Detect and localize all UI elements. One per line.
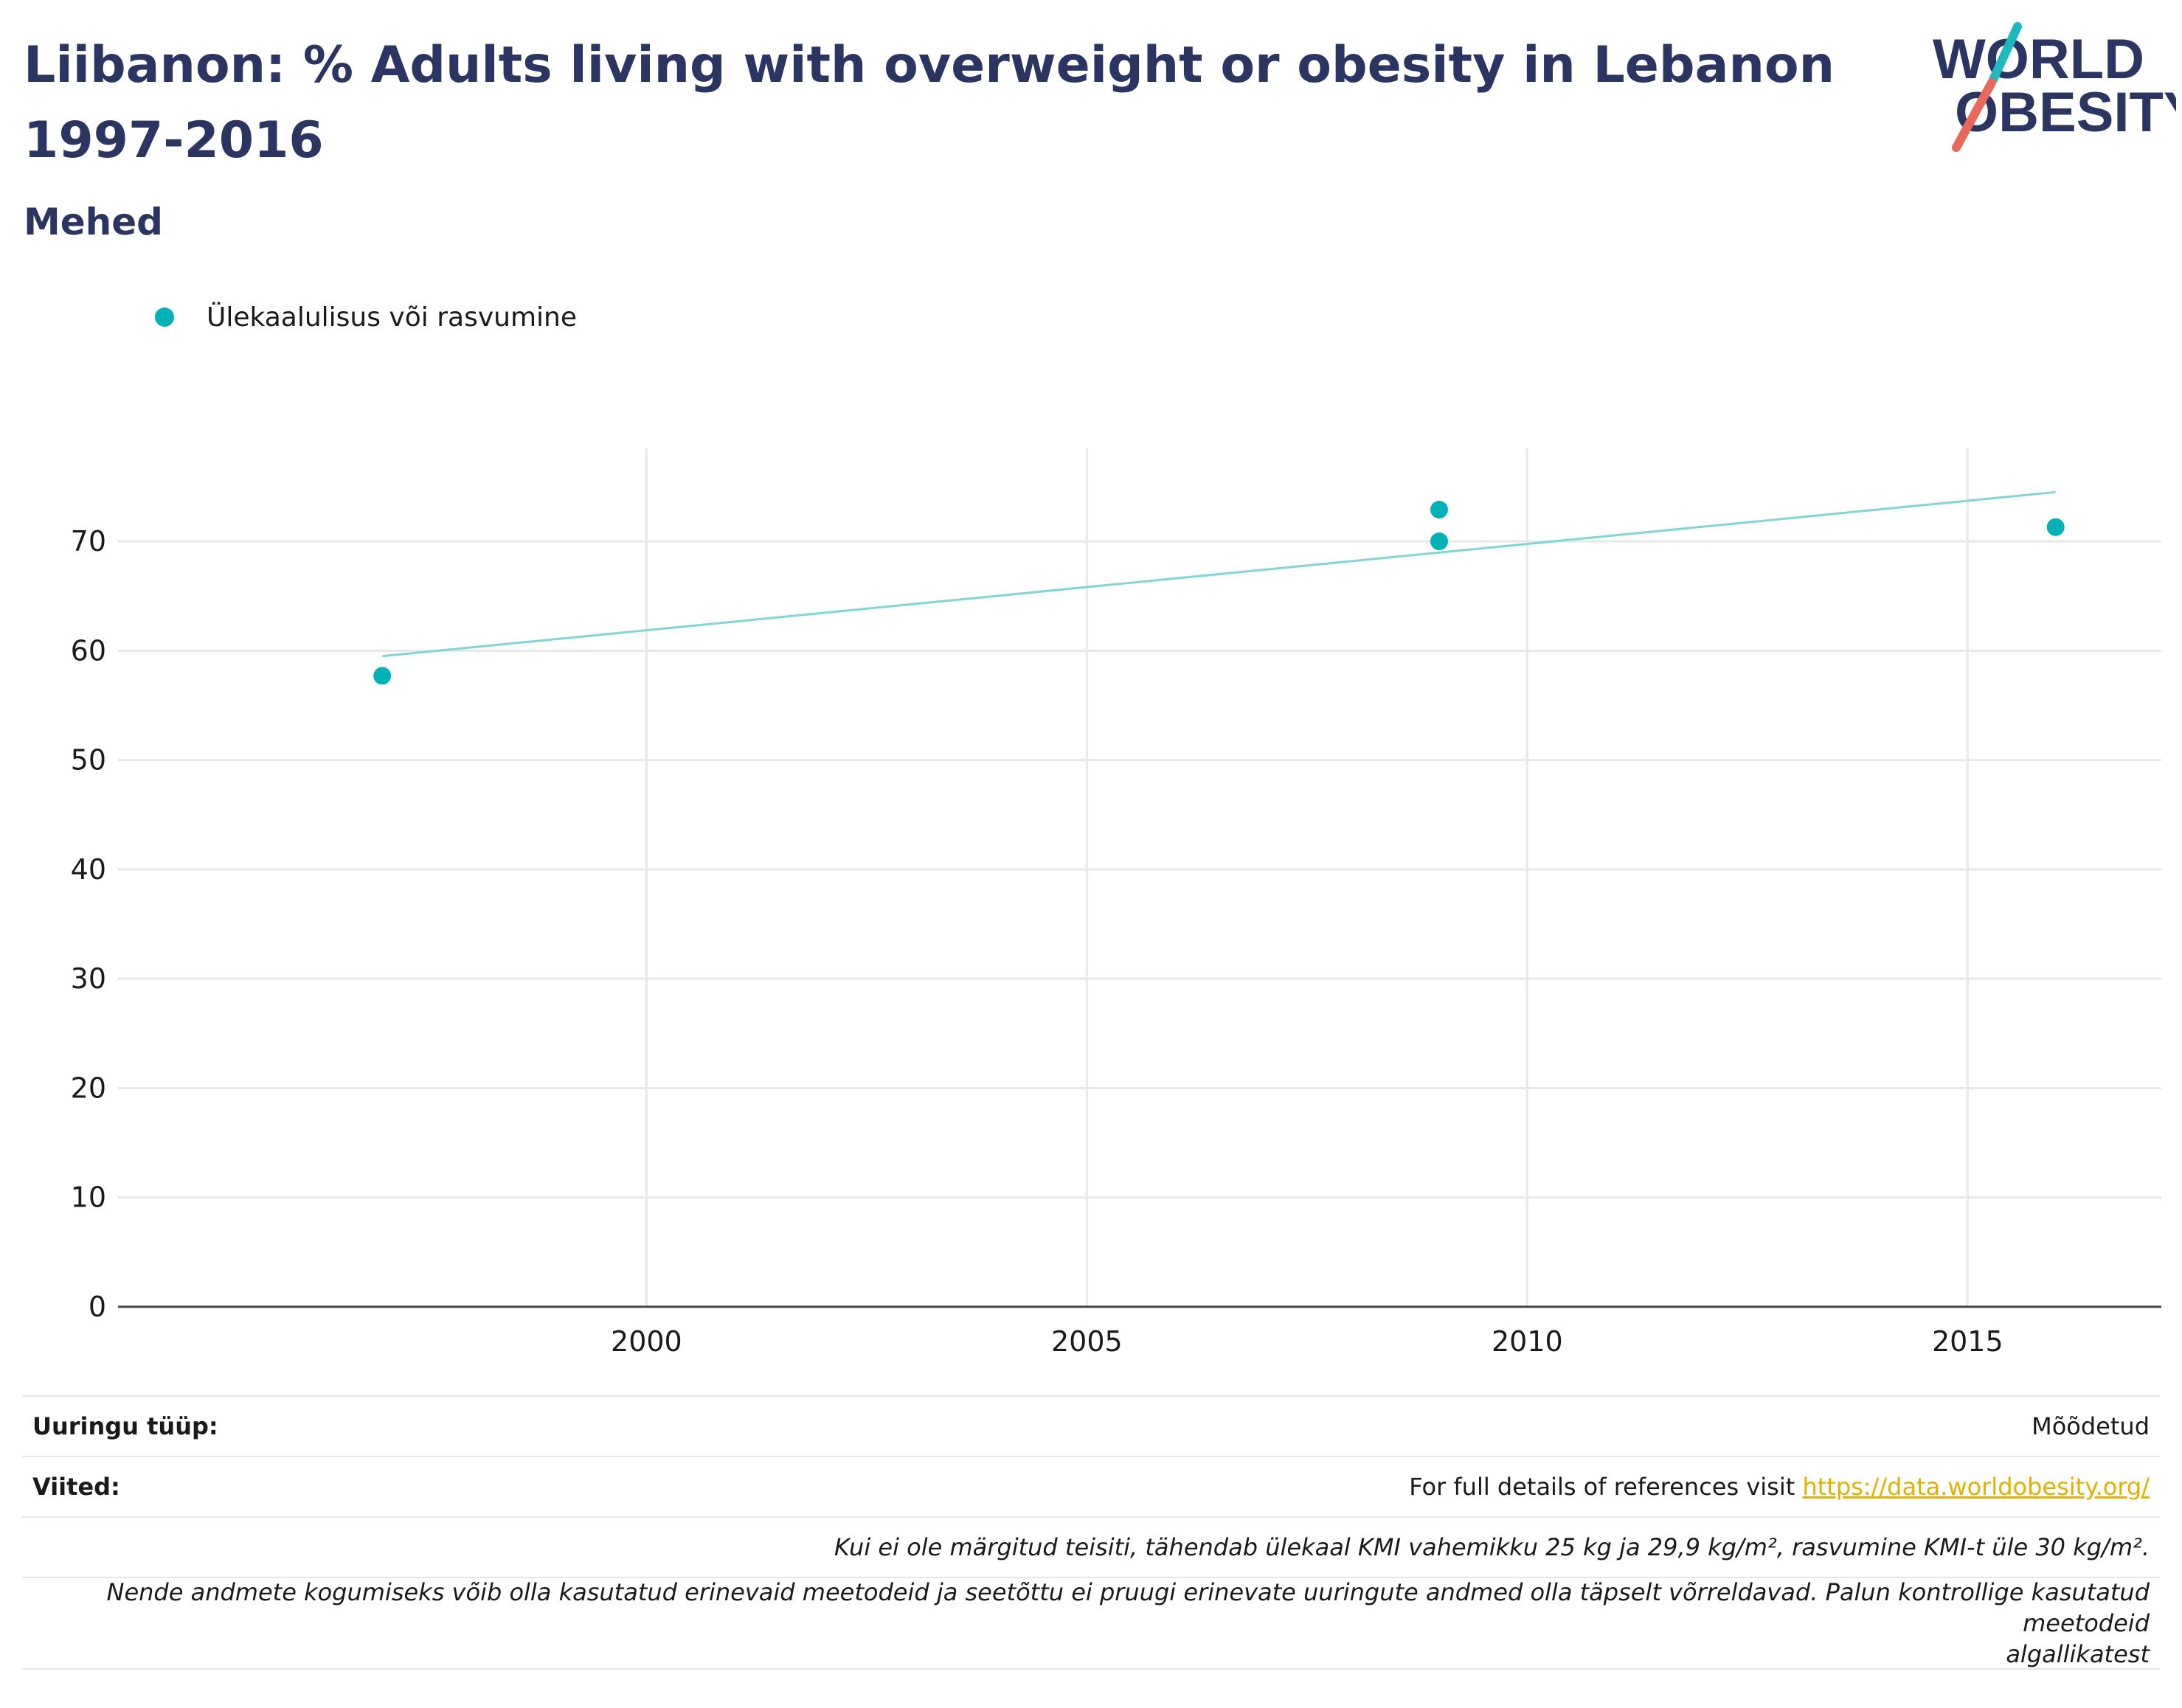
survey-type-label: Uuringu tüüp: <box>32 1412 218 1440</box>
data-point <box>2046 518 2065 536</box>
data-point <box>1430 501 1448 519</box>
references-text: For full details of references visit <box>1409 1473 1803 1501</box>
y-tick-label: 0 <box>89 1291 106 1323</box>
world-obesity-logo: WORLD OBESITY <box>1933 22 2176 152</box>
definition-note: Kui ei ole märgitud teisiti, tähendab ül… <box>22 1516 2160 1577</box>
legend-marker <box>155 308 174 327</box>
x-tick-label: 2015 <box>1932 1325 2003 1358</box>
x-tick-label: 2000 <box>611 1325 682 1358</box>
data-point <box>373 667 392 685</box>
legend-label: Ülekaalulisus või rasvumine <box>207 302 577 333</box>
y-tick-label: 70 <box>71 525 106 558</box>
references-text-wrap: For full details of references visit htt… <box>1409 1473 2150 1501</box>
logo-slash-red <box>1952 78 1996 152</box>
y-tick-label: 10 <box>71 1181 106 1214</box>
x-tick-label: 2005 <box>1051 1325 1123 1358</box>
y-tick-label: 40 <box>71 853 106 886</box>
chart-footer: Uuringu tüüp: Mõõdetud Viited: For full … <box>22 1395 2160 1670</box>
trend-line <box>382 490 2056 658</box>
page-title: Liibanon: % Adults living with overweigh… <box>24 36 1835 170</box>
methods-note-line2: algallikatest <box>2006 1640 2150 1668</box>
methods-note: Nende andmete kogumiseks võib olla kasut… <box>22 1577 2160 1670</box>
survey-type-value: Mõõdetud <box>2032 1412 2150 1440</box>
methods-note-line1: Nende andmete kogumiseks võib olla kasut… <box>106 1578 2150 1637</box>
chart-subtitle: Mehed <box>24 201 163 243</box>
y-tick-label: 20 <box>71 1072 106 1104</box>
references-row: Viited: For full details of references v… <box>22 1456 2160 1516</box>
y-tick-label: 30 <box>71 962 106 995</box>
references-label: Viited: <box>32 1473 120 1501</box>
logo-line1: WORLD <box>1933 28 2144 91</box>
chart-legend[interactable]: Ülekaalulisus või rasvumine <box>155 295 577 339</box>
y-tick-label: 50 <box>71 744 106 777</box>
survey-type-row: Uuringu tüüp: Mõõdetud <box>22 1395 2160 1456</box>
x-tick-label: 2010 <box>1492 1325 1563 1358</box>
scatter-chart: 0 10 20 30 40 50 60 70 2000 2005 2010 2015 <box>71 448 2161 1358</box>
logo-slash-teal <box>1989 22 2022 84</box>
references-link[interactable]: https://data.worldobesity.org/ <box>1802 1473 2150 1501</box>
y-tick-label: 60 <box>71 634 106 667</box>
data-point <box>1430 532 1448 551</box>
